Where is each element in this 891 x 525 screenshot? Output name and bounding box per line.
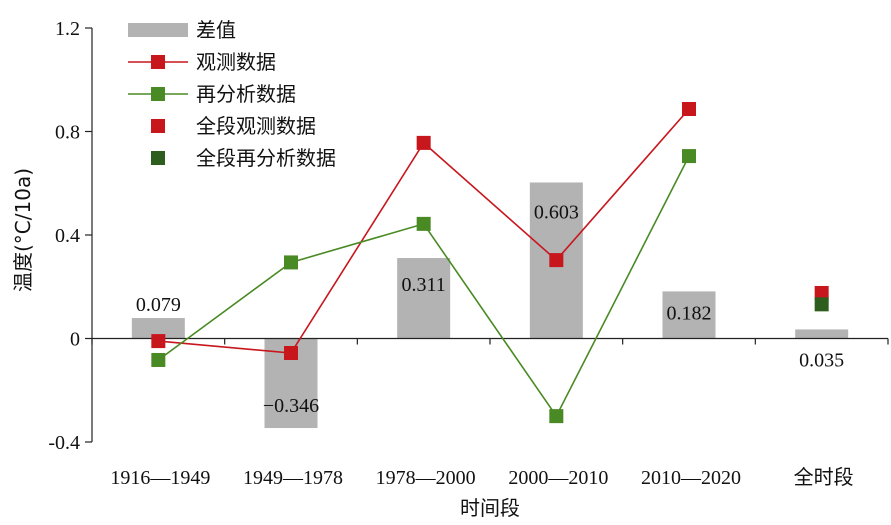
x-tick-label: 2000—2010 (508, 467, 608, 489)
legend-swatch-marker (151, 151, 165, 165)
legend-swatch-bar (128, 23, 188, 37)
series-2-point (284, 255, 298, 270)
y-tick-label: -0.4 (48, 432, 80, 454)
series-2-point (682, 149, 696, 164)
bar-5 (662, 291, 716, 339)
series-2-point (416, 216, 431, 231)
series-1-point (682, 101, 696, 116)
full-period-point-1 (814, 285, 829, 300)
x-tick-label: 全时段 (794, 466, 854, 489)
legend-label: 观测数据 (196, 50, 276, 74)
x-tick-label: 1949—1978 (243, 467, 343, 489)
series-1-point (416, 135, 431, 150)
y-tick-label: 1.2 (55, 18, 80, 40)
series-1-point (549, 253, 564, 268)
series-1-point (284, 345, 298, 360)
bar-value-label: 0.311 (402, 274, 446, 296)
bar-value-label: −0.346 (263, 395, 319, 417)
series-2-point (549, 409, 564, 424)
bar-3 (397, 258, 451, 339)
x-tick-label: 1978—2000 (376, 467, 476, 489)
legend-label: 差值 (196, 18, 236, 42)
series-1-point (151, 334, 166, 349)
legend-label: 再分析数据 (196, 82, 296, 106)
full-period-point-2 (814, 297, 829, 312)
bar-1 (131, 318, 185, 339)
labels-layer: 0.079 −0.346 0.311 0.603 0.182 0.035 (136, 201, 844, 417)
bars-layer (131, 182, 849, 429)
bar-value-label: 0.182 (667, 302, 712, 324)
legend-label: 全段再分析数据 (196, 146, 336, 170)
y-tick-label: 0.4 (55, 225, 80, 247)
bar-6 (795, 329, 849, 339)
legend-swatch-marker (151, 119, 165, 133)
axes-layer: -0.4 0 0.4 0.8 1.2 1916—1949 1949—1978 1978—200… (48, 18, 889, 489)
x-tick-label: 1916—1949 (110, 467, 210, 489)
y-tick-label: 0.8 (55, 122, 80, 144)
x-tick-label: 2010—2020 (641, 467, 741, 489)
y-tick-label: 0 (70, 329, 80, 351)
series-2-point (151, 352, 166, 367)
y-axis-title: 温度(°C/10a) (11, 168, 35, 292)
points-layer (151, 101, 829, 424)
bar-value-label: 0.603 (534, 201, 579, 223)
legend-label: 全段观测数据 (196, 114, 316, 138)
legend-swatch-marker (151, 87, 165, 101)
bar-value-label: 0.079 (136, 294, 181, 316)
x-axis-title: 时间段 (460, 496, 520, 520)
bar-value-label: 0.035 (799, 350, 844, 372)
legend-swatch-marker (151, 55, 165, 69)
